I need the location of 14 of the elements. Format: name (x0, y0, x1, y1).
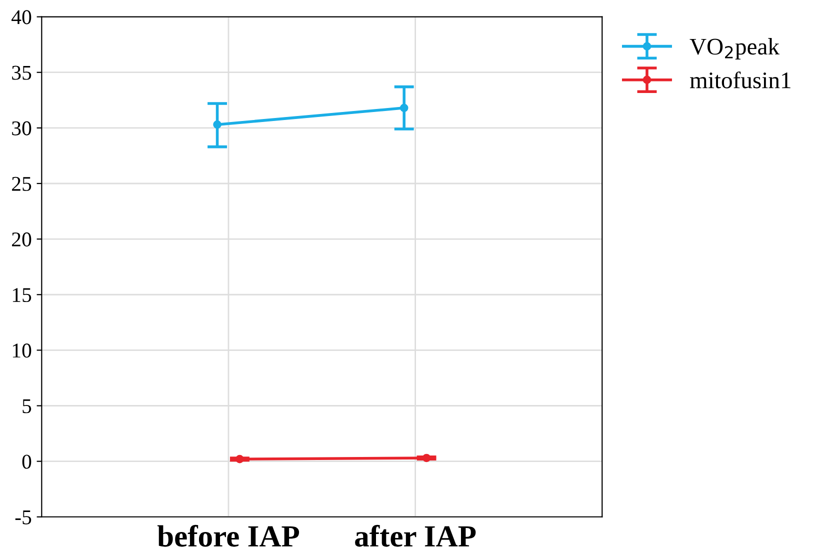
legend-label: mitofusin1 (690, 71, 790, 88)
y-tick-label: 15 (12, 288, 32, 302)
y-tick-label: -5 (15, 510, 32, 524)
y-tick-label: 5 (22, 399, 32, 414)
y-tick-label: 0 (22, 454, 32, 469)
y-tick-label: 40 (12, 10, 32, 24)
x-tick-label: after IAP (355, 524, 476, 547)
legend-label: VO$_{2}$peak (690, 38, 780, 60)
y-tick-label: 20 (12, 232, 32, 246)
y-tick-label: 35 (12, 66, 32, 80)
y-tick-label: 25 (12, 176, 32, 191)
y-tick-label: 10 (12, 344, 32, 358)
x-tick-label: before IAP (157, 524, 300, 547)
y-tick-label: 30 (12, 121, 32, 136)
